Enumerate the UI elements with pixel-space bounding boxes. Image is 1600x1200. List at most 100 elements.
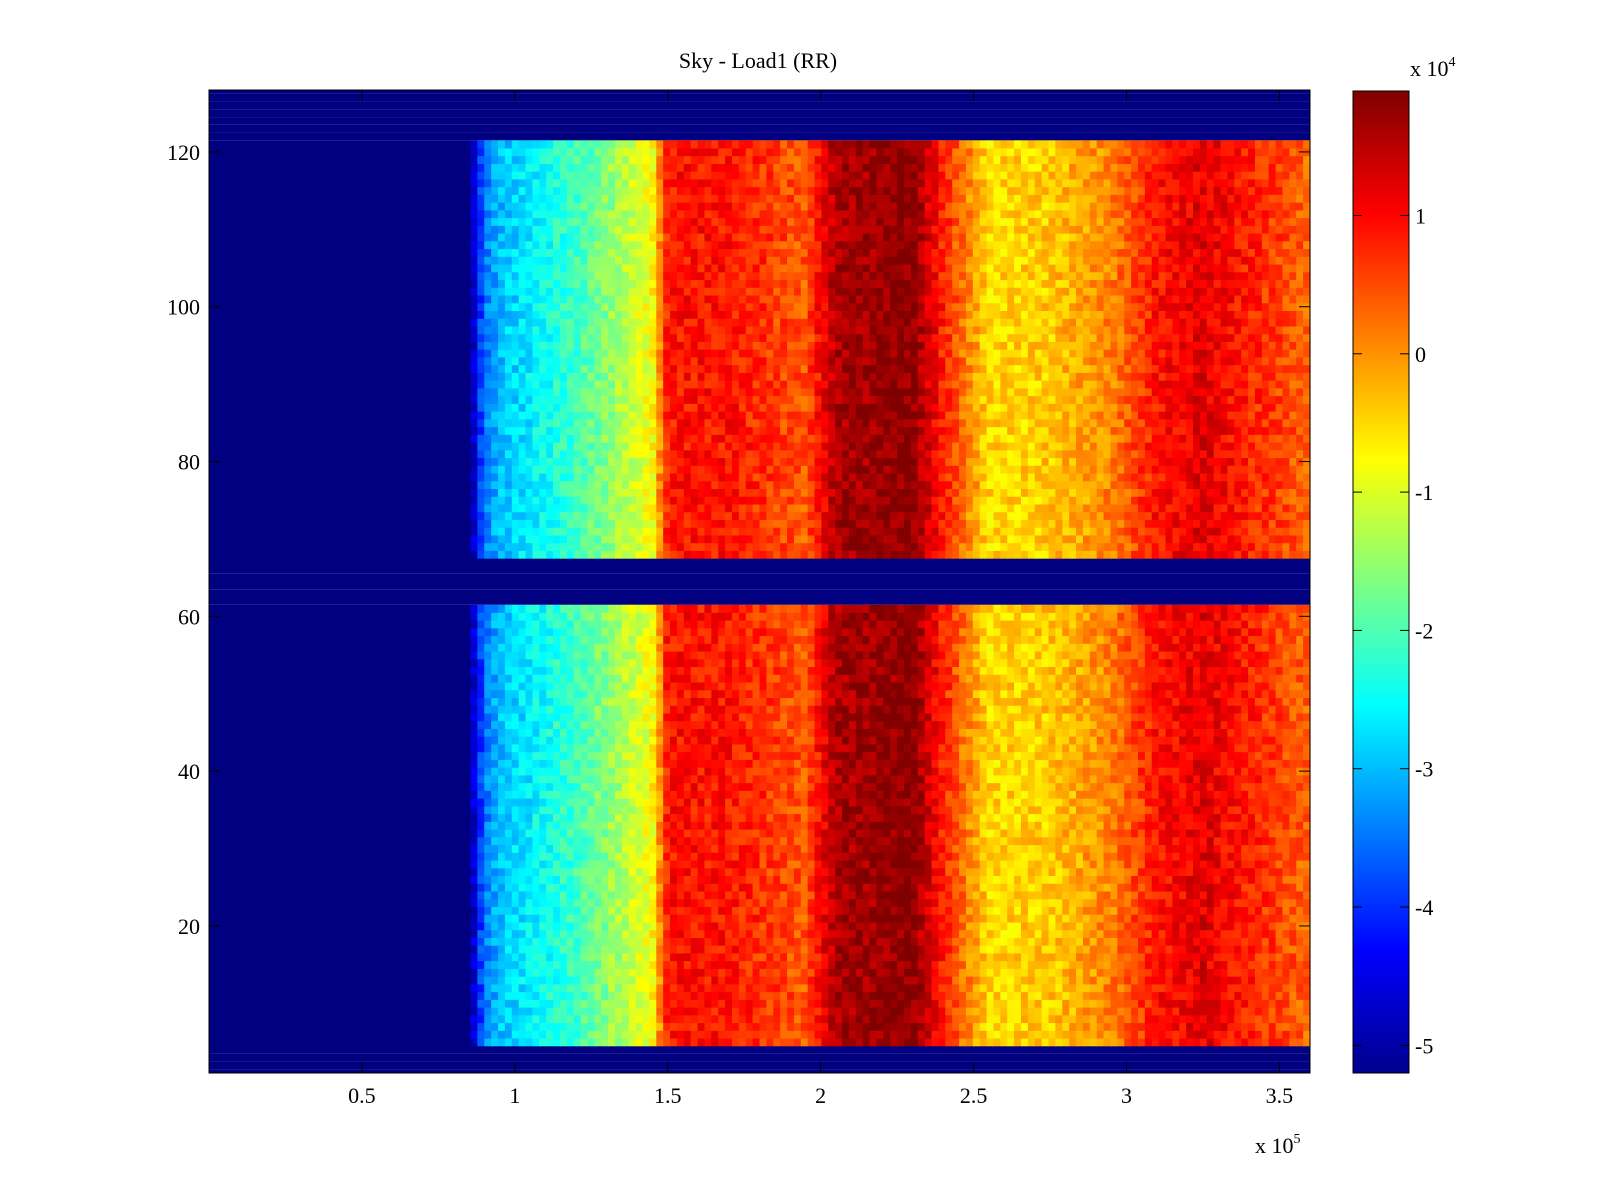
heatmap-cell xyxy=(422,867,430,877)
heatmap-cell xyxy=(498,875,506,884)
heatmap-cell xyxy=(1220,898,1229,907)
heatmap-cell xyxy=(339,829,348,838)
heatmap-cell xyxy=(1193,914,1201,923)
heatmap-cell xyxy=(1103,1038,1112,1047)
heatmap-cell xyxy=(1082,929,1091,938)
heatmap-cell xyxy=(1137,1038,1146,1047)
heatmap-cell xyxy=(965,983,974,993)
heatmap-cell xyxy=(477,945,485,954)
heatmap-cell xyxy=(511,1030,520,1039)
heatmap-cell xyxy=(1117,1014,1125,1024)
heatmap-cell xyxy=(1227,960,1235,969)
heatmap-cell xyxy=(676,813,685,822)
heatmap-cell xyxy=(1020,991,1029,1000)
heatmap-cell xyxy=(1254,937,1263,946)
heatmap-cell xyxy=(319,867,327,877)
heatmap-cell xyxy=(1275,953,1284,962)
heatmap-cell xyxy=(415,983,423,993)
heatmap-cell xyxy=(1089,945,1098,954)
heatmap-cell xyxy=(1089,976,1098,985)
heatmap-cell xyxy=(759,999,767,1008)
heatmap-cell xyxy=(511,844,520,853)
heatmap-cell xyxy=(401,991,410,1000)
heatmap-cell xyxy=(910,852,919,861)
heatmap-cell xyxy=(436,883,444,892)
heatmap-cell xyxy=(656,813,664,822)
heatmap-cell xyxy=(910,1014,919,1024)
heatmap-cell xyxy=(1234,906,1242,915)
heatmap-cell xyxy=(1034,968,1043,977)
heatmap-cell xyxy=(635,929,644,938)
heatmap-cell xyxy=(222,798,231,807)
heatmap-cell xyxy=(209,1030,217,1039)
heatmap-cell xyxy=(1206,991,1215,1000)
heatmap-cell xyxy=(463,821,472,830)
heatmap-cell xyxy=(498,945,506,954)
heatmap-cell xyxy=(1158,875,1167,884)
heatmap-cell xyxy=(910,891,919,900)
heatmap-cell xyxy=(319,999,327,1008)
heatmap-cell xyxy=(759,860,767,869)
heatmap-cell xyxy=(1144,1014,1153,1024)
heatmap-cell xyxy=(690,968,699,977)
heatmap-cell xyxy=(1144,945,1153,954)
heatmap-cell xyxy=(690,829,699,838)
heatmap-cell xyxy=(1254,875,1263,884)
heatmap-cell xyxy=(429,898,437,907)
heatmap-cell xyxy=(1179,844,1187,853)
heatmap-cell xyxy=(1275,813,1284,822)
heatmap-cell xyxy=(745,821,754,830)
heatmap-cell xyxy=(635,805,644,815)
heatmap-cell xyxy=(305,829,313,838)
heatmap-cell xyxy=(828,898,836,907)
heatmap-cell xyxy=(1234,937,1242,946)
heatmap-cell xyxy=(759,983,767,993)
heatmap-cell xyxy=(298,898,306,907)
heatmap-cell xyxy=(979,991,988,1000)
heatmap-cell xyxy=(525,999,534,1008)
heatmap-cell xyxy=(711,891,719,900)
heatmap-cell xyxy=(1234,875,1242,884)
heatmap-cell xyxy=(814,860,823,869)
heatmap-cell xyxy=(993,945,1001,954)
heatmap-cell xyxy=(573,1022,582,1031)
heatmap-cell xyxy=(601,976,609,985)
heatmap-cell xyxy=(408,898,417,907)
heatmap-cell xyxy=(1227,867,1235,877)
heatmap-cell xyxy=(945,976,953,985)
heatmap-cell xyxy=(745,991,754,1000)
heatmap-cell xyxy=(1206,860,1215,869)
heatmap-cell xyxy=(1048,1022,1056,1031)
heatmap-cell xyxy=(1179,1014,1187,1024)
heatmap-cell xyxy=(904,914,912,923)
heatmap-cell xyxy=(236,860,245,869)
heatmap-cell xyxy=(1165,805,1173,815)
heatmap-cell xyxy=(628,1022,637,1031)
heatmap-cell xyxy=(298,805,306,815)
heatmap-cell xyxy=(1076,937,1084,946)
heatmap-cell xyxy=(436,860,444,869)
heatmap-cell xyxy=(910,860,919,869)
heatmap-cell xyxy=(587,983,595,993)
heatmap-cell xyxy=(1282,906,1290,915)
heatmap-cell xyxy=(787,898,795,907)
heatmap-cell xyxy=(725,906,733,915)
heatmap-cell xyxy=(312,914,320,923)
heatmap-cell xyxy=(773,813,781,822)
heatmap-cell xyxy=(828,983,836,993)
heatmap-cell xyxy=(1034,937,1043,946)
heatmap-cell xyxy=(1241,1007,1249,1016)
heatmap-cell xyxy=(979,875,988,884)
heatmap-cell xyxy=(229,991,238,1000)
heatmap-cell xyxy=(731,968,740,977)
heatmap-cell xyxy=(1165,852,1173,861)
heatmap-cell xyxy=(1151,914,1160,923)
heatmap-cell xyxy=(1096,891,1105,900)
heatmap-cell xyxy=(1186,813,1194,822)
heatmap-cell xyxy=(442,805,451,815)
heatmap-cell xyxy=(587,1007,595,1016)
heatmap-cell xyxy=(773,875,781,884)
heatmap-cell xyxy=(1048,883,1056,892)
heatmap-cell xyxy=(1220,968,1229,977)
heatmap-cell xyxy=(1034,976,1043,985)
